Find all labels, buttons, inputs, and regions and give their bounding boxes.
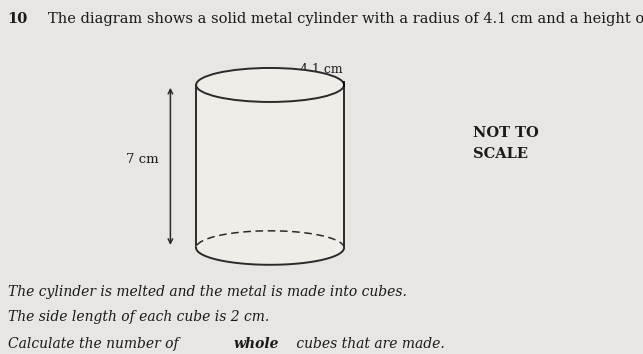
Text: whole: whole: [233, 337, 279, 351]
Ellipse shape: [196, 68, 344, 102]
Text: 10: 10: [8, 12, 28, 27]
Text: The cylinder is melted and the metal is made into cubes.: The cylinder is melted and the metal is …: [8, 285, 406, 299]
Text: The diagram shows a solid metal cylinder with a radius of 4.1 cm and a height of: The diagram shows a solid metal cylinder…: [48, 12, 643, 27]
Text: 7 cm: 7 cm: [126, 153, 159, 166]
Text: Calculate the number of: Calculate the number of: [8, 337, 183, 351]
Text: The side length of each cube is 2 cm.: The side length of each cube is 2 cm.: [8, 310, 269, 324]
Text: cubes that are made.: cubes that are made.: [292, 337, 445, 351]
Ellipse shape: [196, 231, 344, 265]
Text: SCALE: SCALE: [473, 147, 528, 161]
Text: NOT TO: NOT TO: [473, 126, 538, 140]
Bar: [196, 85, 344, 248]
Text: 4.1 cm: 4.1 cm: [300, 63, 343, 76]
